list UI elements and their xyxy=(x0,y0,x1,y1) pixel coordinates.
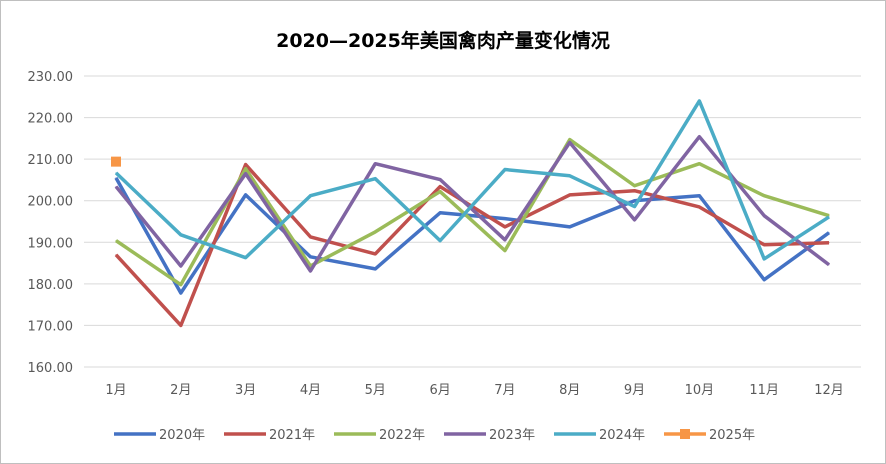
chart-title: 2020—2025年美国禽肉产量变化情况 xyxy=(276,29,610,52)
data-point xyxy=(439,212,441,214)
x-tick-label: 4月 xyxy=(300,383,321,398)
data-point xyxy=(180,324,182,326)
data-point xyxy=(439,240,441,242)
data-point xyxy=(634,206,636,208)
data-point xyxy=(504,250,506,252)
data-point xyxy=(698,136,700,138)
data-point xyxy=(763,195,765,197)
data-point xyxy=(763,215,765,217)
data-point xyxy=(504,226,506,228)
series-line-2022年 xyxy=(115,137,830,287)
x-tick-label: 6月 xyxy=(429,383,450,398)
data-point xyxy=(634,219,636,221)
data-point xyxy=(504,239,506,241)
data-point xyxy=(763,279,765,281)
y-tick-label: 180.00 xyxy=(28,278,74,293)
legend-label: 2021年 xyxy=(269,428,315,443)
data-point xyxy=(634,200,636,202)
data-point xyxy=(439,186,441,188)
legend-label: 2022年 xyxy=(379,428,425,443)
data-point xyxy=(245,194,247,196)
data-point xyxy=(698,195,700,197)
legend-marker xyxy=(680,429,690,439)
data-point xyxy=(504,218,506,220)
y-tick-label: 170.00 xyxy=(28,319,74,334)
y-tick-label: 210.00 xyxy=(28,153,74,168)
data-point xyxy=(115,254,117,256)
y-tick-label: 230.00 xyxy=(28,70,74,85)
data-point xyxy=(115,240,117,242)
data-point xyxy=(439,179,441,181)
data-point xyxy=(309,270,311,272)
data-point xyxy=(439,191,441,193)
x-tick-label: 11月 xyxy=(749,383,779,398)
x-tick-label: 12月 xyxy=(814,383,844,398)
x-tick-label: 10月 xyxy=(685,383,715,398)
data-point xyxy=(569,142,571,144)
series-line-2021年 xyxy=(114,162,830,328)
series-line-2020年 xyxy=(114,176,831,295)
data-point xyxy=(309,236,311,238)
y-tick-label: 190.00 xyxy=(28,236,74,251)
data-point xyxy=(634,185,636,187)
data-point xyxy=(569,175,571,177)
data-point xyxy=(569,194,571,196)
x-tick-label: 9月 xyxy=(624,383,645,398)
data-point xyxy=(828,216,830,218)
data-point xyxy=(115,172,117,174)
data-point xyxy=(828,242,830,244)
data-point xyxy=(374,163,376,165)
data-point xyxy=(569,139,571,141)
data-point xyxy=(374,268,376,270)
legend-label: 2024年 xyxy=(599,428,645,443)
series-line-2024年 xyxy=(114,99,830,261)
data-point xyxy=(309,256,311,258)
data-point xyxy=(698,163,700,165)
y-tick-label: 160.00 xyxy=(28,361,74,376)
data-point xyxy=(828,232,830,234)
data-point xyxy=(763,244,765,246)
legend-label: 2023年 xyxy=(489,428,535,443)
data-point xyxy=(698,206,700,208)
x-tick-label: 3月 xyxy=(235,383,256,398)
data-point xyxy=(245,168,247,170)
data-point xyxy=(828,215,830,217)
data-point xyxy=(111,156,121,167)
x-tick-label: 5月 xyxy=(365,383,386,398)
data-point xyxy=(245,257,247,259)
data-point xyxy=(115,186,117,188)
data-point xyxy=(569,226,571,228)
data-point xyxy=(245,173,247,175)
data-point xyxy=(634,190,636,192)
data-point xyxy=(180,265,182,267)
data-point xyxy=(245,164,247,166)
data-point xyxy=(180,284,182,286)
x-tick-label: 7月 xyxy=(494,383,515,398)
x-tick-label: 8月 xyxy=(559,383,580,398)
x-tick-label: 2月 xyxy=(170,383,191,398)
data-point xyxy=(828,264,830,266)
data-point xyxy=(180,234,182,236)
data-point xyxy=(374,178,376,180)
y-tick-label: 220.00 xyxy=(28,112,74,127)
data-point xyxy=(763,258,765,260)
legend-label: 2020年 xyxy=(159,428,205,443)
data-point xyxy=(504,169,506,171)
data-point xyxy=(309,195,311,197)
y-tick-label: 200.00 xyxy=(28,195,74,210)
data-point xyxy=(309,265,311,267)
x-tick-label: 1月 xyxy=(105,383,126,398)
data-point xyxy=(374,231,376,233)
data-point xyxy=(180,292,182,294)
data-point xyxy=(374,253,376,255)
legend-label: 2025年 xyxy=(709,428,755,443)
series-line-2023年 xyxy=(114,134,831,273)
data-point xyxy=(698,100,700,102)
data-point xyxy=(115,177,117,179)
